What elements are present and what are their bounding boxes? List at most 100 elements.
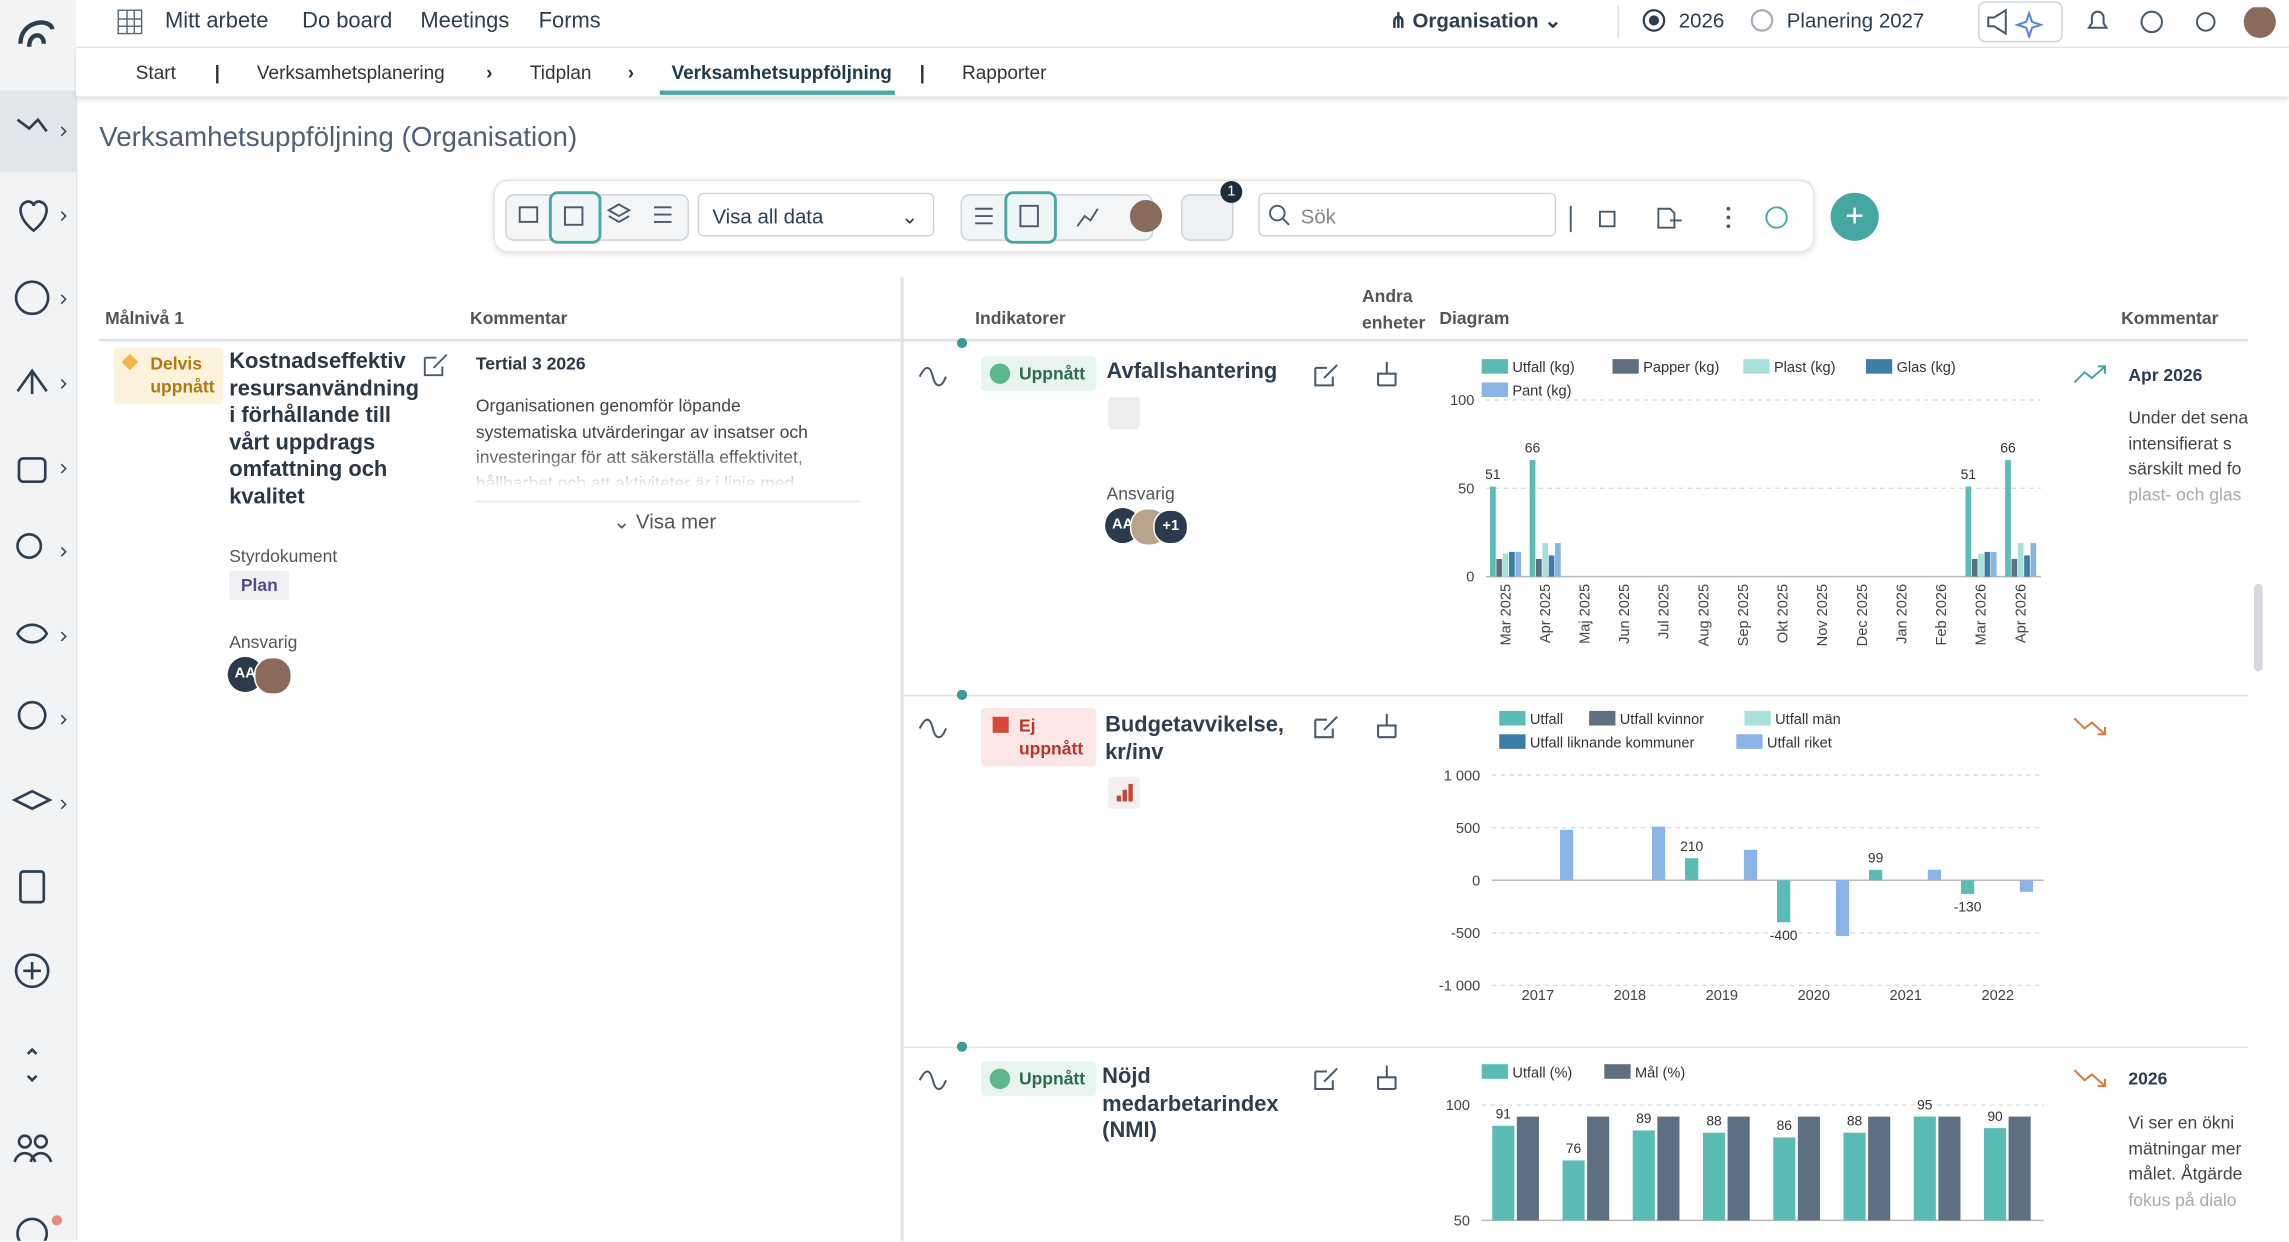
- nav-link[interactable]: Mitt arbete: [164, 8, 269, 34]
- top-icons: [1987, 7, 2276, 40]
- grid-icon[interactable]: [117, 9, 143, 35]
- legend-swatch: [1743, 359, 1770, 374]
- nav-link[interactable]: Forms: [538, 8, 601, 34]
- indicator-name[interactable]: Budgetavvikelse, kr/inv: [1105, 712, 1284, 765]
- view-select[interactable]: Visa all data ⌄: [697, 192, 935, 237]
- legend-label: Utfall män: [1775, 712, 1841, 728]
- crumb[interactable]: Tidplan: [529, 61, 592, 84]
- icon[interactable]: [17, 700, 47, 730]
- bar: [1971, 558, 1978, 577]
- view-table[interactable]: [548, 191, 602, 244]
- column-header[interactable]: Indikatorer: [975, 308, 1066, 329]
- indicator-name[interactable]: Nöjd medarbetarindex (NMI): [1102, 1064, 1279, 1144]
- icon[interactable]: [26, 1047, 38, 1083]
- bar: [1490, 486, 1496, 577]
- icon[interactable]: [16, 623, 49, 644]
- org-select[interactable]: ⋔ Organisation ⌄: [1389, 8, 1562, 33]
- edit-icon[interactable]: [422, 352, 451, 378]
- icon[interactable]: [14, 953, 50, 989]
- icon[interactable]: [19, 200, 48, 233]
- legend-label: Utfall (%): [1512, 1065, 1572, 1081]
- divider: [1617, 5, 1619, 38]
- bar: [1938, 1116, 1961, 1221]
- icon[interactable]: [16, 117, 48, 133]
- bar: [1516, 1116, 1539, 1221]
- radio-on[interactable]: [1642, 9, 1668, 35]
- y-tick-label: 0: [1472, 873, 1480, 889]
- row-rule: [903, 694, 2249, 697]
- x-tick-label: 2019: [1706, 988, 1738, 1004]
- plan-option[interactable]: Planering 2027: [1786, 8, 1925, 33]
- column-header[interactable]: Målnivå 1: [105, 308, 184, 329]
- nav-link[interactable]: Do board: [302, 8, 393, 34]
- legend-swatch: [1736, 734, 1763, 749]
- year-option[interactable]: 2026: [1678, 8, 1725, 33]
- show-more-label: Visa mer: [635, 509, 717, 533]
- legend-swatch: [1865, 359, 1893, 374]
- avatar-photo[interactable]: [254, 656, 292, 695]
- bar: [1984, 551, 1991, 577]
- x-tick-label: Mar 2026: [1974, 584, 1990, 646]
- column-header[interactable]: Diagram: [1439, 308, 1510, 329]
- goal-title[interactable]: Kostnadseffektiv resursanvändning i förh…: [229, 348, 420, 509]
- bar: [1502, 553, 1509, 577]
- crumb[interactable]: Verksamhetsplanering: [256, 61, 445, 84]
- column-header[interactable]: Andra enheter: [1361, 286, 1426, 333]
- doc-tag[interactable]: Plan: [229, 570, 290, 600]
- crumb[interactable]: Rapporter: [962, 61, 1047, 84]
- column-header[interactable]: Kommentar: [2121, 308, 2219, 329]
- layout-rows[interactable]: [1004, 191, 1057, 244]
- icon[interactable]: [17, 1134, 32, 1149]
- icon[interactable]: [14, 280, 50, 316]
- icon[interactable]: [11, 789, 53, 811]
- scrollbar[interactable]: [2253, 583, 2263, 672]
- user-avatar[interactable]: [2243, 7, 2276, 38]
- icon[interactable]: [16, 532, 43, 559]
- legend-swatch: [1604, 1064, 1631, 1079]
- x-tick-label: Jan 2026: [1894, 584, 1910, 644]
- bar: [1555, 543, 1561, 577]
- avatar-more[interactable]: +1: [1153, 509, 1189, 545]
- indicator-name[interactable]: Avfallshantering: [1106, 359, 1278, 384]
- comment-line: målet. Åtgärde: [2128, 1163, 2243, 1184]
- search-placeholder: Sök: [1300, 204, 1336, 228]
- active-underline: [659, 90, 895, 95]
- icon[interactable]: [16, 368, 48, 395]
- value-label: 51: [1485, 466, 1501, 482]
- legend-label: Papper (kg): [1643, 360, 1719, 376]
- crumb-active[interactable]: Verksamhetsuppföljning: [671, 61, 892, 84]
- x-tick-label: Apr 2026: [2013, 584, 2029, 643]
- indicator-status: Uppnått: [980, 356, 1097, 392]
- search-box[interactable]: Sök: [1258, 192, 1557, 237]
- column-header[interactable]: Kommentar: [470, 308, 568, 329]
- icon[interactable]: [17, 457, 47, 484]
- bar: [1509, 551, 1515, 577]
- bar: [1990, 551, 1997, 577]
- bar: [1960, 880, 1975, 894]
- x-tick-label: Maj 2025: [1578, 584, 1594, 644]
- add-button[interactable]: +: [1830, 192, 1879, 241]
- comment-line: intensifierat s: [2128, 432, 2232, 454]
- value-label: 51: [1961, 466, 1977, 482]
- row-decor: [918, 337, 2107, 1091]
- sep: ›: [627, 61, 635, 84]
- badge: [51, 1215, 63, 1226]
- legend-swatch: [1612, 359, 1639, 374]
- comment-line: fokus på dialo: [2128, 1189, 2237, 1210]
- active-nav-bg: [0, 90, 76, 173]
- sidebar-icons: [0, 20, 76, 1241]
- sidebar: [0, 0, 78, 1241]
- radio-off[interactable]: [1750, 9, 1776, 35]
- y-tick-label: 500: [1456, 821, 1480, 837]
- legend-swatch: [1499, 734, 1526, 749]
- filter-button[interactable]: [1180, 194, 1234, 241]
- icon[interactable]: [19, 870, 46, 904]
- show-more[interactable]: ⌄ Visa mer: [613, 509, 717, 533]
- crumb[interactable]: Start: [135, 61, 176, 84]
- value-label: 76: [1566, 1140, 1582, 1156]
- icon[interactable]: [16, 1217, 49, 1241]
- announce-group[interactable]: [1978, 1, 2063, 43]
- nav-link[interactable]: Meetings: [420, 8, 510, 34]
- bar: [2030, 543, 2037, 577]
